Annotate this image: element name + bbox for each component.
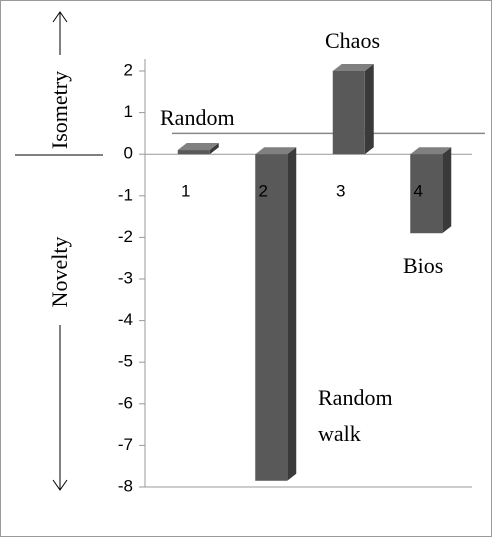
y-tick-label: -1 xyxy=(118,185,133,204)
x-tick-label: 3 xyxy=(336,182,345,201)
annotation: Random xyxy=(160,105,235,130)
bar xyxy=(410,154,443,234)
axis-label-lower: Novelty xyxy=(47,237,72,308)
arrow-down-head xyxy=(52,479,68,491)
bar-top xyxy=(410,147,452,155)
bar-top xyxy=(177,143,219,151)
bar-top xyxy=(255,147,297,155)
annotation: walk xyxy=(318,421,361,446)
bar-side xyxy=(442,147,452,234)
y-tick-label: -6 xyxy=(118,393,133,412)
bar xyxy=(177,150,210,155)
annotation: Random xyxy=(318,385,393,410)
y-tick-label: -5 xyxy=(118,352,133,371)
y-tick-label: -2 xyxy=(118,227,133,246)
bar xyxy=(332,71,365,155)
x-tick-label: 1 xyxy=(181,182,190,201)
annotation: Chaos xyxy=(325,28,380,53)
y-tick-label: -7 xyxy=(118,435,133,454)
bar-side xyxy=(287,147,297,481)
x-tick-label: 2 xyxy=(259,182,268,201)
y-tick-label: 2 xyxy=(124,60,133,79)
bar-side xyxy=(364,64,374,155)
y-tick-label: 1 xyxy=(124,102,133,121)
annotation: Bios xyxy=(403,253,443,278)
bar-side xyxy=(209,143,219,155)
axis-label-upper: Isometry xyxy=(47,71,72,149)
y-tick-label: 0 xyxy=(124,144,133,163)
arrow-up-head xyxy=(52,11,68,23)
y-tick-label: -8 xyxy=(118,476,133,495)
x-tick-label: 4 xyxy=(414,182,423,201)
y-tick-label: -4 xyxy=(118,310,133,329)
bar xyxy=(255,154,288,481)
bar-top xyxy=(332,64,374,71)
y-tick-label: -3 xyxy=(118,268,133,287)
